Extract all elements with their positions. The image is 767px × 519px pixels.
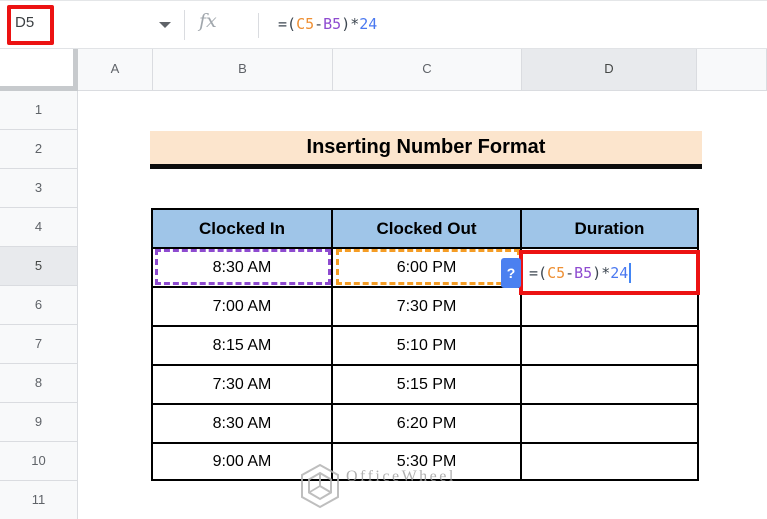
cell-c8[interactable]: 5:15 PM (333, 366, 522, 403)
row-header-8[interactable]: 8 (0, 364, 78, 403)
formula-bar-input[interactable]: =(C5-B5)*24 (278, 1, 377, 48)
cell-formula-segment: - (565, 263, 575, 282)
cell-c10[interactable]: 5:30 PM (333, 444, 522, 479)
formula-segment: =( (278, 15, 297, 33)
formula-segment: )* (341, 15, 360, 33)
cell-d10[interactable] (522, 444, 697, 479)
cell-b7[interactable]: 8:15 AM (153, 327, 333, 364)
formula-segment-b5: B5 (323, 15, 342, 33)
cell-formula-segment: =( (529, 263, 548, 282)
column-header-e-partial[interactable] (697, 49, 767, 91)
header-clocked-out[interactable]: Clocked Out (333, 210, 522, 247)
row-header-strip: 1 2 3 4 5 6 7 8 9 10 11 (0, 91, 78, 519)
select-all-corner[interactable] (0, 49, 78, 91)
formula-segment: - (314, 15, 324, 33)
hexagon-logo-icon (301, 463, 339, 509)
name-box-dropdown-icon[interactable] (159, 22, 171, 28)
formula-bar-divider (258, 13, 259, 38)
b5-reference-outline (155, 249, 331, 285)
cell-c9[interactable]: 6:20 PM (333, 405, 522, 442)
name-box[interactable]: D5 (15, 14, 35, 31)
name-box-red-annotation (7, 5, 54, 45)
d5-active-cell-red-annotation[interactable]: =(C5- B5)* 24 (519, 250, 700, 295)
row-header-9[interactable]: 9 (0, 403, 78, 442)
column-header-strip: A B C D (0, 49, 767, 91)
cell-formula-segment: )* (592, 263, 611, 282)
cell-b10[interactable]: 9:00 AM (153, 444, 333, 479)
table-row-8: 7:30 AM 5:15 PM (153, 366, 697, 405)
toolbar-divider (184, 10, 185, 40)
column-header-a[interactable]: A (78, 49, 153, 91)
title-banner-cell[interactable]: Inserting Number Format (150, 131, 702, 169)
table-row-10: 9:00 AM 5:30 PM (153, 444, 697, 479)
row-header-2[interactable]: 2 (0, 130, 78, 169)
cell-c7[interactable]: 5:10 PM (333, 327, 522, 364)
cell-formula-segment-24: 24 (610, 263, 629, 282)
row-header-4[interactable]: 4 (0, 208, 78, 247)
fx-icon: fx (199, 10, 217, 32)
cell-c6[interactable]: 7:30 PM (333, 288, 522, 325)
table-row-9: 8:30 AM 6:20 PM (153, 405, 697, 444)
cell-b9[interactable]: 8:30 AM (153, 405, 333, 442)
c5-reference-outline (336, 249, 520, 285)
cell-formula-segment-b5: B5 (574, 263, 593, 282)
row-header-6[interactable]: 6 (0, 286, 78, 325)
row-header-3[interactable]: 3 (0, 169, 78, 208)
help-badge-button[interactable]: ? (501, 258, 521, 288)
table-row-7: 8:15 AM 5:10 PM (153, 327, 697, 366)
row-header-5-selected[interactable]: 5 (0, 247, 78, 286)
column-header-b[interactable]: B (153, 49, 333, 91)
cell-c5[interactable]: 6:00 PM (333, 249, 522, 286)
time-table: Clocked In Clocked Out Duration 8:30 AM … (151, 208, 699, 481)
cell-d8[interactable] (522, 366, 697, 403)
column-header-c[interactable]: C (333, 49, 522, 91)
text-cursor (629, 262, 632, 283)
formula-segment-24: 24 (359, 15, 378, 33)
cell-formula-segment-c5: C5 (547, 263, 566, 282)
row-header-10[interactable]: 10 (0, 442, 78, 481)
table-header-row: Clocked In Clocked Out Duration (153, 210, 697, 249)
row-header-7[interactable]: 7 (0, 325, 78, 364)
cell-b8[interactable]: 7:30 AM (153, 366, 333, 403)
column-header-d-selected[interactable]: D (522, 49, 697, 91)
cell-d7[interactable] (522, 327, 697, 364)
cell-d9[interactable] (522, 405, 697, 442)
header-duration[interactable]: Duration (522, 210, 697, 247)
cell-b6[interactable]: 7:00 AM (153, 288, 333, 325)
watermark-text: OfficeWheel (346, 468, 456, 485)
row-header-11[interactable]: 11 (0, 481, 78, 519)
header-clocked-in[interactable]: Clocked In (153, 210, 333, 247)
row-header-1[interactable]: 1 (0, 91, 78, 130)
formula-toolbar: D5 fx =(C5-B5)*24 (0, 1, 767, 49)
formula-segment-c5: C5 (296, 15, 315, 33)
cell-b5[interactable]: 8:30 AM (153, 249, 333, 286)
